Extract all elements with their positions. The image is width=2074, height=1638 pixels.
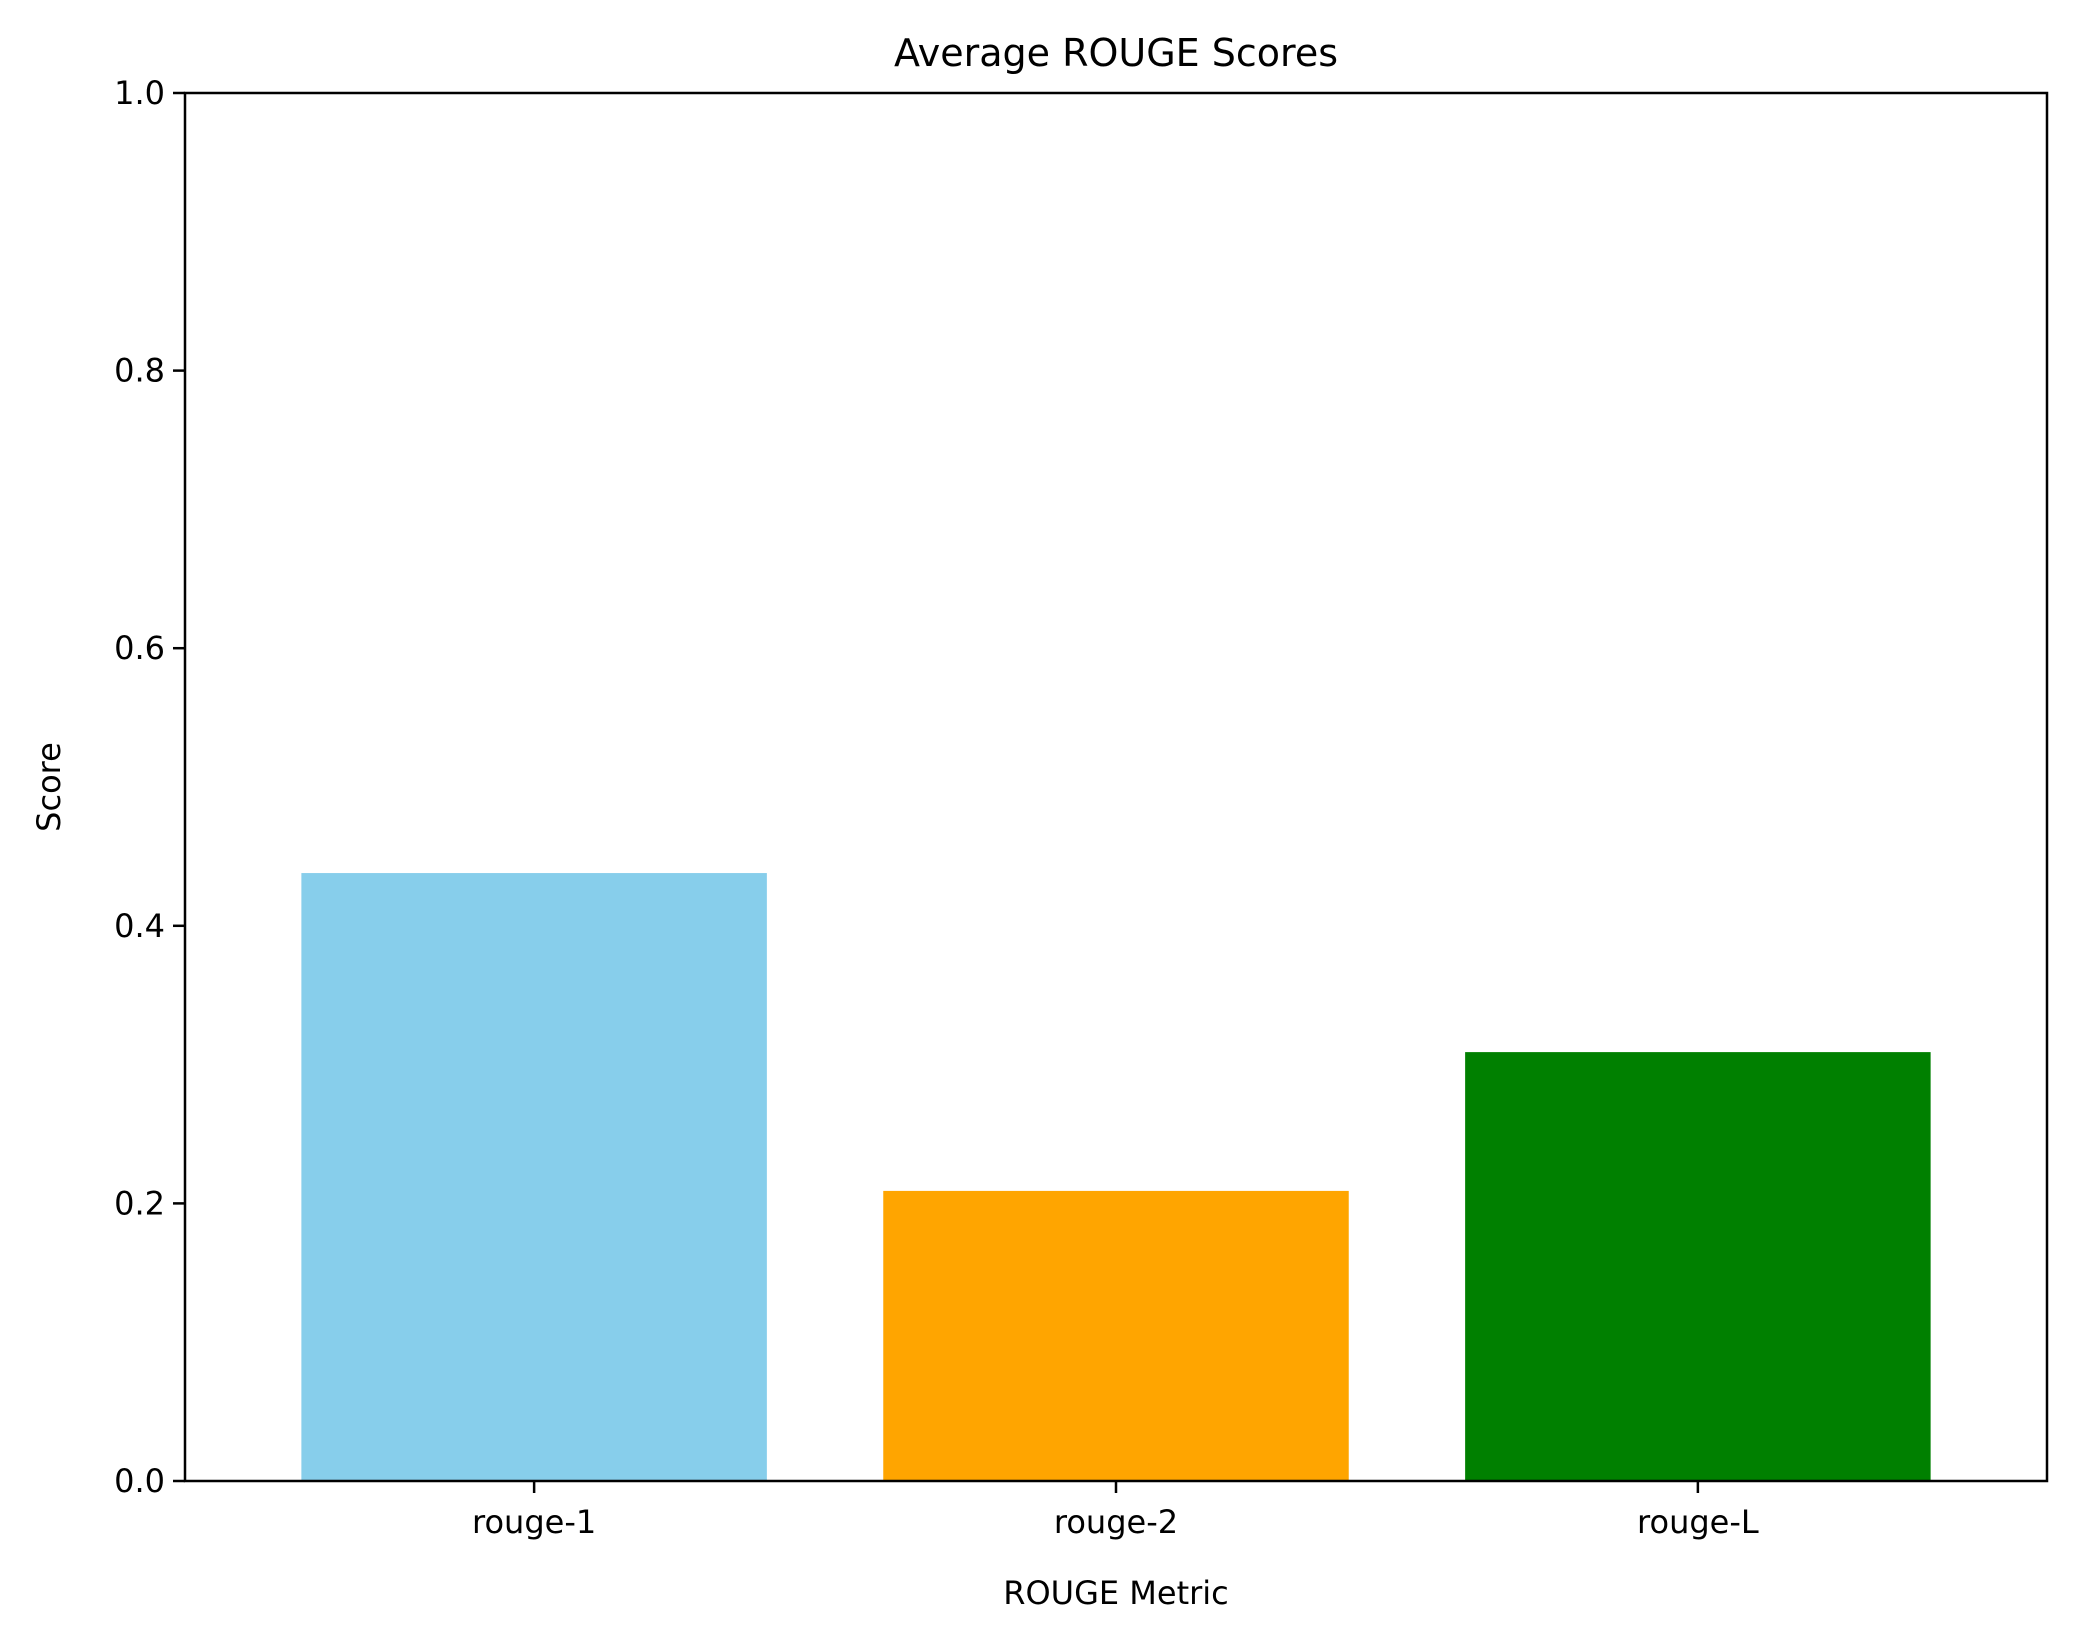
x-axis: rouge-1 rouge-2 rouge-L — [472, 1481, 1759, 1541]
y-tick-label: 0.2 — [114, 1184, 165, 1222]
bars-group — [301, 873, 1931, 1481]
y-tick-label: 0.4 — [114, 907, 165, 945]
y-tick-label: 0.0 — [114, 1462, 165, 1500]
bar-rouge-L — [1465, 1052, 1931, 1481]
x-tick-label: rouge-1 — [472, 1503, 596, 1541]
x-axis-label: ROUGE Metric — [1003, 1574, 1229, 1612]
y-tick-label: 0.8 — [114, 352, 165, 390]
bar-rouge-2 — [883, 1190, 1349, 1481]
y-tick-label: 0.6 — [114, 629, 165, 667]
y-tick-label: 1.0 — [114, 74, 165, 112]
x-tick-label: rouge-L — [1637, 1503, 1759, 1541]
chart-title: Average ROUGE Scores — [894, 31, 1338, 75]
bar-rouge-1 — [301, 873, 767, 1481]
y-axis-label: Score — [30, 742, 68, 832]
y-axis: 0.0 0.2 0.4 0.6 0.8 1.0 — [114, 74, 185, 1500]
x-tick-label: rouge-2 — [1054, 1503, 1178, 1541]
